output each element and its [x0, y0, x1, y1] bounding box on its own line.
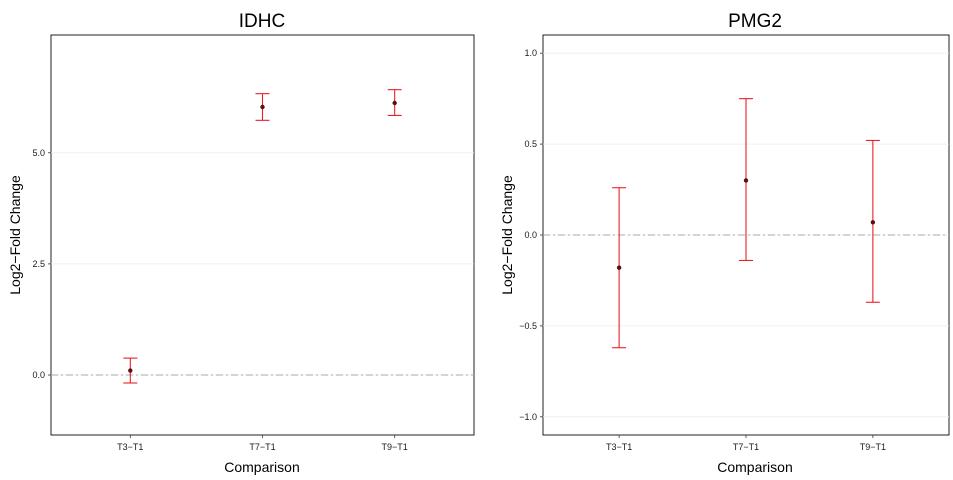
pmg2-y-tick-label: 0.5 — [524, 139, 537, 149]
idhc-data-point — [260, 104, 265, 110]
pmg2-y-tick-label: −0.5 — [519, 321, 537, 331]
pmg2-y-tick-label: 1.0 — [524, 48, 537, 58]
idhc-x-axis-title: Comparison — [224, 459, 299, 475]
pmg2-y-tick-label: −1.0 — [519, 412, 537, 422]
idhc-y-tick-label: 0.0 — [32, 370, 45, 380]
idhc-x-tick-label: T3−T1 — [117, 442, 143, 452]
pmg2-y-axis-title: Log2−Fold Change — [499, 175, 515, 295]
pmg2-panel: PMG2 −1.0 −0.5 0.0 0.5 1.0 T3−T1 T7−T1 T9−T1 C… — [499, 11, 950, 475]
pmg2-x-tick-label: T3−T1 — [606, 442, 632, 452]
idhc-panel: IDHC 0.0 2.5 5.0 T3−T1 T7−T1 T9−T1 Compariso… — [7, 11, 475, 475]
pmg2-data-point — [743, 178, 749, 183]
idhc-title: IDHC — [239, 11, 285, 32]
pmg2-x-tick-label: T7−T1 — [733, 442, 759, 452]
idhc-data-point — [392, 100, 397, 106]
idhc-x-tick-label: T9−T1 — [382, 442, 408, 452]
idhc-y-tick-label: 5.0 — [32, 148, 45, 158]
idhc-y-axis-title: Log2−Fold Change — [7, 175, 23, 295]
idhc-data-point — [128, 368, 133, 373]
idhc-y-tick-label: 2.5 — [32, 259, 45, 269]
idhc-x-tick-label: T7−T1 — [249, 442, 275, 452]
pmg2-title: PMG2 — [728, 11, 782, 32]
pmg2-data-point — [616, 265, 622, 270]
pmg2-y-tick-label: 0.0 — [524, 230, 537, 240]
pmg2-x-tick-label: T9−T1 — [860, 442, 886, 452]
pmg2-x-axis-title: Comparison — [717, 459, 792, 475]
pmg2-data-point — [870, 220, 876, 225]
